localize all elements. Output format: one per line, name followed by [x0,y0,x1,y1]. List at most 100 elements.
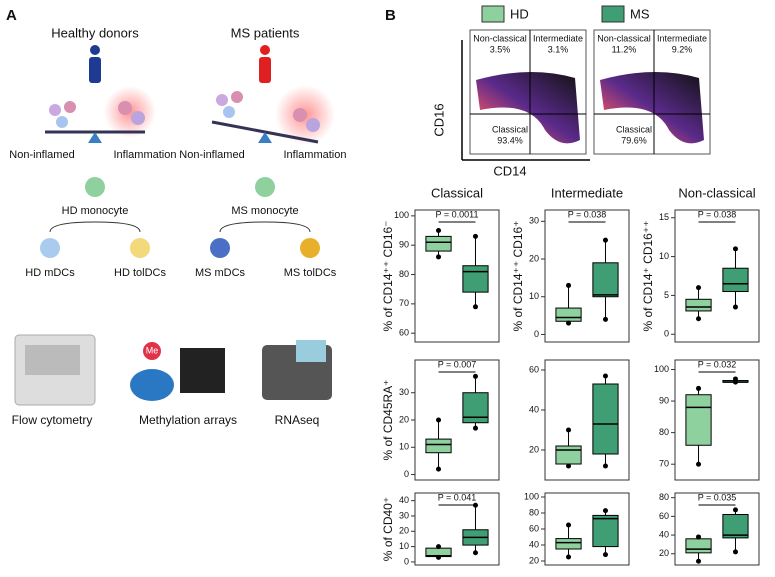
y-tick-label: 100 [654,364,669,374]
techniques: Flow cytometry Me Methylation arrays RNA… [12,334,332,427]
point [696,558,702,564]
box [722,514,749,539]
cell [216,94,228,106]
person-icon [89,57,101,83]
cell [306,118,320,132]
cell [223,106,235,118]
brace [219,221,311,233]
group-ms: MS patients Non-inflamed Inflammation MS… [179,25,346,278]
point [566,463,572,469]
y-tick-label: 40 [529,404,539,414]
plot-frame [544,209,630,343]
point [472,502,478,508]
plot-frame [674,209,760,343]
gate-label: Intermediate [533,33,583,43]
array-icon [180,348,225,393]
y-tick-label: 20 [529,253,539,263]
y-axis-label: % of CD45RA⁺ [381,379,395,460]
dc-label: HD mDCs [25,267,75,279]
p-value: P = 0.032 [698,359,737,369]
density [476,71,580,144]
y-tick-label: 40 [659,529,669,539]
methyl-label: Me [146,345,159,355]
point [472,373,478,379]
y-tick-label: 30 [399,387,409,397]
box [555,538,582,550]
brace [49,221,141,233]
gate-label: Classical [616,124,652,134]
y-tick-label: 30 [399,510,409,520]
point [696,385,702,391]
cytometer-icon [25,345,80,375]
dc-icon [130,238,150,258]
point [602,316,608,322]
box [555,445,582,465]
y-tick-label: 60 [529,364,539,374]
y-tick-label: 0 [404,556,409,566]
methyl-icon [143,342,161,360]
point [436,417,442,423]
point [602,237,608,243]
point [472,233,478,239]
point [602,552,608,558]
y-tick-label: 80 [399,269,409,279]
person-icon [90,45,100,55]
plot-title: Non-classical [678,185,755,200]
gate-label: Non-classical [597,33,651,43]
p-value: P = 0.041 [438,492,477,502]
plot-frame [674,359,760,481]
y-tick-label: 10 [399,442,409,452]
legend-swatch [601,5,625,23]
cell [56,116,68,128]
y-tick-label: 60 [529,523,539,533]
y-tick-label: 90 [659,395,669,405]
axis-label: CD16 [431,103,446,136]
gate-label: Classical [492,124,528,134]
y-tick-label: 10 [399,541,409,551]
y-axis-label: % of CD14⁺ CD16⁺⁺ [641,220,655,331]
point [436,554,442,560]
gate-value: 93.4% [497,135,523,145]
y-axis-label: % of CD40⁺ [381,497,395,561]
point [732,376,738,382]
dc-label: MS mDCs [195,267,246,279]
point [602,508,608,514]
point [732,304,738,310]
gate-value: 3.5% [490,44,511,54]
p-value: P = 0.038 [698,209,737,219]
dc-label: HD tolDCs [114,267,166,279]
dc-label: MS tolDCs [284,267,337,279]
panel-label: B [385,7,396,24]
p-value: P = 0.038 [568,209,607,219]
cell [293,108,307,122]
y-tick-label: 0 [664,329,669,339]
point [566,427,572,433]
y-tick-label: 70 [659,459,669,469]
point [732,246,738,252]
y-tick-label: 100 [394,210,409,220]
y-tick-label: 30 [529,216,539,226]
plot-title: Classical [431,185,483,200]
point [436,254,442,260]
p-value: P = 0.035 [698,492,737,502]
plot-frame [414,209,500,343]
y-tick-label: 20 [399,526,409,536]
point [436,228,442,234]
gate-value: 9.2% [672,44,693,54]
technique-label: RNAseq [275,413,320,427]
point [472,304,478,310]
axis-label: CD14 [493,163,526,178]
plot-frame [414,492,500,566]
point [732,507,738,513]
left-label: Non-inflamed [9,149,74,161]
y-tick-label: 20 [399,414,409,424]
point [696,461,702,467]
person-icon [260,45,270,55]
y-tick-label: 80 [659,492,669,502]
y-tick-label: 70 [399,298,409,308]
monocyte-icon [255,177,275,197]
panel-label: A [6,7,17,24]
fulcrum [258,132,272,143]
box [685,298,712,312]
